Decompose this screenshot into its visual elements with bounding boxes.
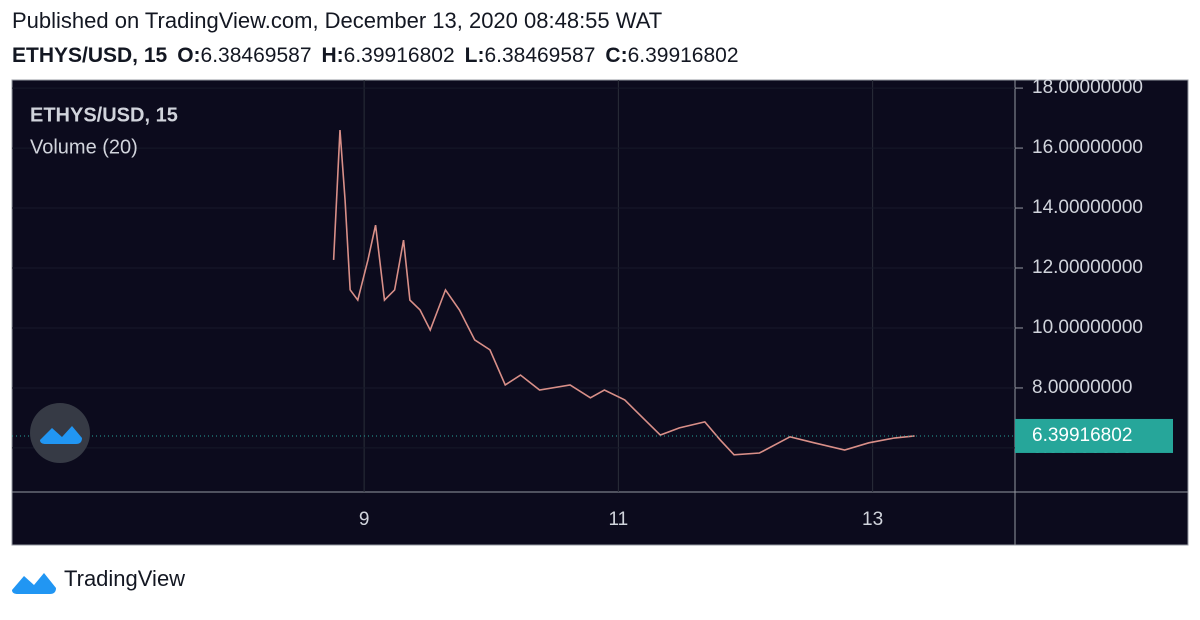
- x-tick-label: 11: [609, 509, 629, 530]
- footer-brand: TradingView: [64, 566, 185, 591]
- ohlc-key: C:: [605, 44, 627, 67]
- legend-title: ETHYS/USD, 15: [30, 104, 178, 126]
- x-tick-label: 9: [359, 509, 370, 530]
- ohlc-value: 6.38469587: [484, 44, 595, 67]
- chart-panel: [11, 79, 1189, 546]
- x-tick-label: 13: [862, 509, 883, 530]
- symbol: ETHYS/USD, 15: [12, 44, 168, 67]
- ohlc-key: H:: [322, 44, 344, 67]
- footer-logo: [12, 573, 56, 594]
- logo-button[interactable]: [30, 403, 90, 463]
- y-tick-label: 18.00000000: [1032, 77, 1143, 98]
- y-tick-label: 14.00000000: [1032, 197, 1143, 218]
- logo-icon: [40, 426, 82, 444]
- y-tick-label: 12.00000000: [1032, 257, 1143, 278]
- y-tick-label: 10.00000000: [1032, 317, 1143, 338]
- ohlc-key: L:: [465, 44, 485, 67]
- ohlc-line: ETHYS/USD, 15 O:6.38469587 H:6.39916802 L:6…: [12, 44, 739, 67]
- ohlc-key: O:: [177, 44, 200, 67]
- ohlc-value: 6.39916802: [344, 44, 455, 67]
- y-tick-label: 8.00000000: [1032, 377, 1132, 398]
- plot: [12, 80, 1015, 492]
- ohlc-value: 6.39916802: [628, 44, 739, 67]
- y-tick-label: 16.00000000: [1032, 137, 1143, 158]
- last-price-label: 6.39916802: [1032, 425, 1132, 446]
- last-price-box: [1015, 418, 1173, 453]
- ohlc-value: 6.38469587: [201, 44, 312, 67]
- price-line: [332, 130, 915, 456]
- published-line: Published on TradingView.com, December 1…: [12, 8, 662, 33]
- indicator-label: Volume (20): [30, 136, 138, 158]
